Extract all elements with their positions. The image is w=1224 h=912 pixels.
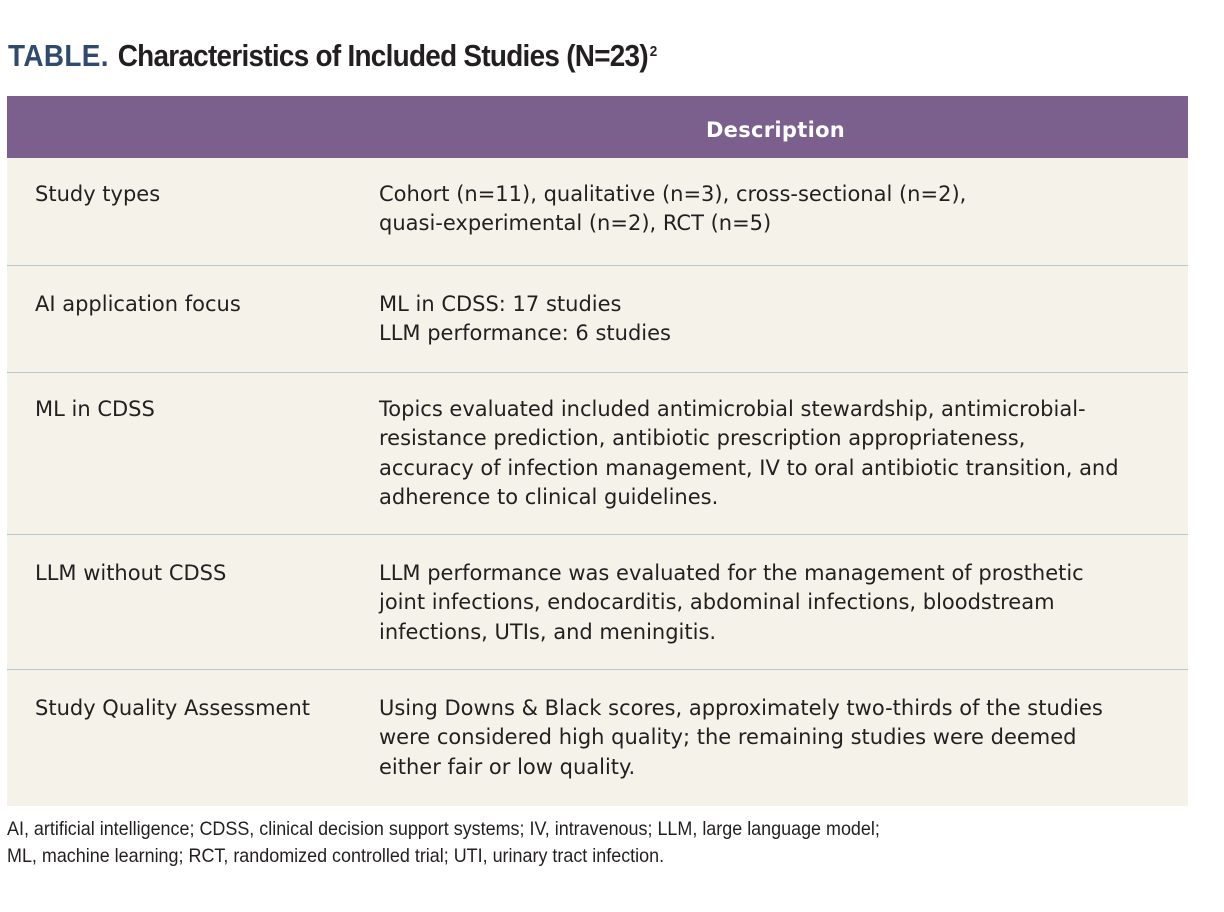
row-label: LLM without CDSS xyxy=(35,561,227,585)
description-line: joint infections, endocarditis, abdomina… xyxy=(379,590,1055,615)
row-description: Cohort (n=11), qualitative (n=3), cross-… xyxy=(379,158,1188,265)
table-footnote: AI, artificial intelligence; CDSS, clini… xyxy=(7,816,880,870)
description-line: either fair or low quality. xyxy=(379,754,636,779)
description-line: LLM performance: 6 studies xyxy=(379,321,671,346)
table-row: ML in CDSS Topics evaluated included ant… xyxy=(7,373,1188,535)
table-row: Study Quality Assessment Using Downs & B… xyxy=(7,670,1188,806)
row-description: Using Downs & Black scores, approximatel… xyxy=(379,670,1188,806)
footnote-line: ML, machine learning; RCT, randomized co… xyxy=(7,845,665,867)
table-title-text: Characteristics of Included Studies (N=2… xyxy=(117,38,649,73)
row-label: ML in CDSS xyxy=(35,397,155,421)
description-line: quasi-experimental (n=2), RCT (n=5) xyxy=(379,211,772,236)
row-description: ML in CDSS: 17 studies LLM performance: … xyxy=(379,266,1188,372)
description-line: accuracy of infection management, IV to … xyxy=(379,455,1119,480)
footnote-line: AI, artificial intelligence; CDSS, clini… xyxy=(7,818,880,840)
row-label: Study types xyxy=(35,182,161,206)
column-header-description: Description xyxy=(705,118,846,142)
description-line: were considered high quality; the remain… xyxy=(379,725,1077,750)
table-row: Study types Cohort (n=11), qualitative (… xyxy=(7,158,1188,266)
description-line: Using Downs & Black scores, approximatel… xyxy=(379,696,1103,720)
description-line: resistance prediction, antibiotic prescr… xyxy=(379,426,1026,451)
reference-superscript: 2 xyxy=(649,43,658,60)
description-line: ML in CDSS: 17 studies xyxy=(379,292,622,316)
row-description: Topics evaluated included antimicrobial … xyxy=(379,373,1188,534)
description-line: infections, UTIs, and meningitis. xyxy=(379,619,717,644)
table-title: TABLE. Characteristics of Included Studi… xyxy=(8,36,657,76)
description-line: LLM performance was evaluated for the ma… xyxy=(379,561,1084,585)
description-line: adherence to clinical guidelines. xyxy=(379,484,719,509)
table-header: Description xyxy=(7,96,1188,158)
table-row: LLM without CDSS LLM performance was eva… xyxy=(7,535,1188,670)
row-label: Study Quality Assessment xyxy=(35,696,310,720)
description-line: Cohort (n=11), qualitative (n=3), cross-… xyxy=(379,182,967,206)
description-line: Topics evaluated included antimicrobial … xyxy=(379,397,1086,421)
table-row: AI application focus ML in CDSS: 17 stud… xyxy=(7,266,1188,373)
characteristics-table: Description Study types Cohort (n=11), q… xyxy=(7,96,1188,806)
row-description: LLM performance was evaluated for the ma… xyxy=(379,535,1188,669)
table-label: TABLE. xyxy=(8,38,109,73)
row-label: AI application focus xyxy=(35,292,241,316)
